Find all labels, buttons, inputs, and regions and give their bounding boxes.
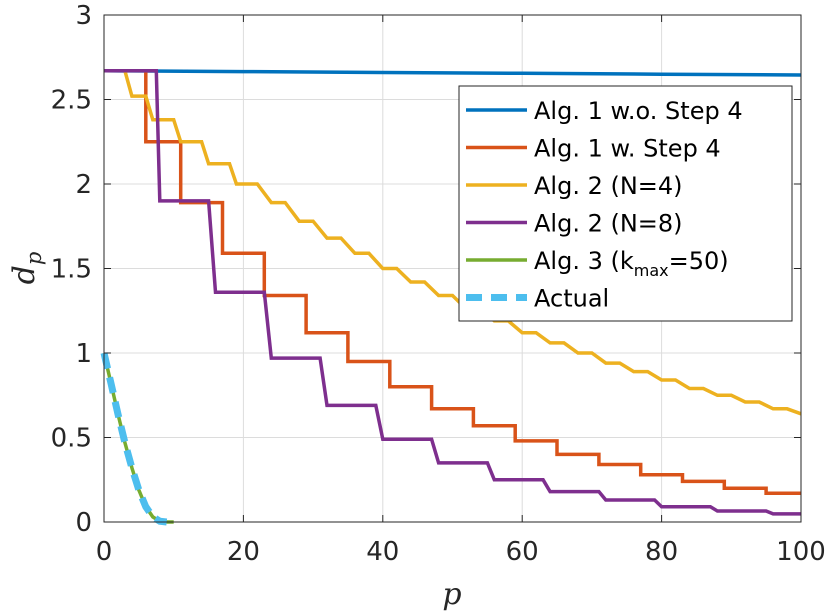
y-tick-label: 3 [75,1,92,31]
series-line-3 [104,69,802,416]
legend-label-part: Alg. 1 w.o. Step 4 [534,97,743,125]
legend-label-3: Alg. 2 (N=4) [534,172,683,200]
x-tick-label: 20 [227,537,260,567]
y-tick-label: 0 [75,508,92,538]
x-tick-label: 0 [96,537,113,567]
y-tick-label: 0.5 [51,424,92,454]
tick-labels: 0 20 40 60 80 100 0 0.5 1 1.5 2 2.5 3 [51,1,826,567]
series-line-4 [104,69,801,516]
ticks [103,14,802,523]
series-line-1 [103,69,802,77]
legend-label-1: Alg. 1 w.o. Step 4 [534,97,743,125]
legend-label-part: Alg. 3 (k [534,247,634,275]
y-tick-label: 1.5 [51,255,92,285]
series-line-6 [100,352,168,526]
y-tick-label: 2.5 [51,86,92,116]
legend-label-part: =50) [669,247,729,275]
series-line-2 [104,69,801,496]
x-axis-title: p [442,577,461,611]
y-axis-title-sub: p [22,252,46,265]
legend: Alg. 1 w.o. Step 4 Alg. 1 w. Step 4 Alg. 2… [458,85,793,322]
legend-label-5: Alg. 3 (kmax=50) [534,247,729,280]
legend-label-part: Actual [534,285,609,313]
legend-label-6: Actual [534,285,609,313]
legend-label-4: Alg. 2 (N=8) [534,210,683,238]
x-tick-label: 40 [366,537,399,567]
x-tick-label: 80 [645,537,678,567]
legend-label-2: Alg. 1 w. Step 4 [534,135,721,163]
y-axis-title-main: d [7,265,42,284]
y-tick-label: 1 [75,339,92,369]
legend-label-part: max [634,261,669,280]
series-layer [100,69,802,526]
y-tick-label: 2 [75,170,92,200]
legend-label-part: Alg. 2 (N=8) [534,210,683,238]
legend-label-part: Alg. 1 w. Step 4 [534,135,721,163]
x-tick-label: 60 [506,537,539,567]
legend-label-part: Alg. 2 (N=4) [534,172,683,200]
x-tick-label: 100 [776,537,826,567]
legend-box [458,85,793,322]
y-axis-title: dp [7,252,46,285]
